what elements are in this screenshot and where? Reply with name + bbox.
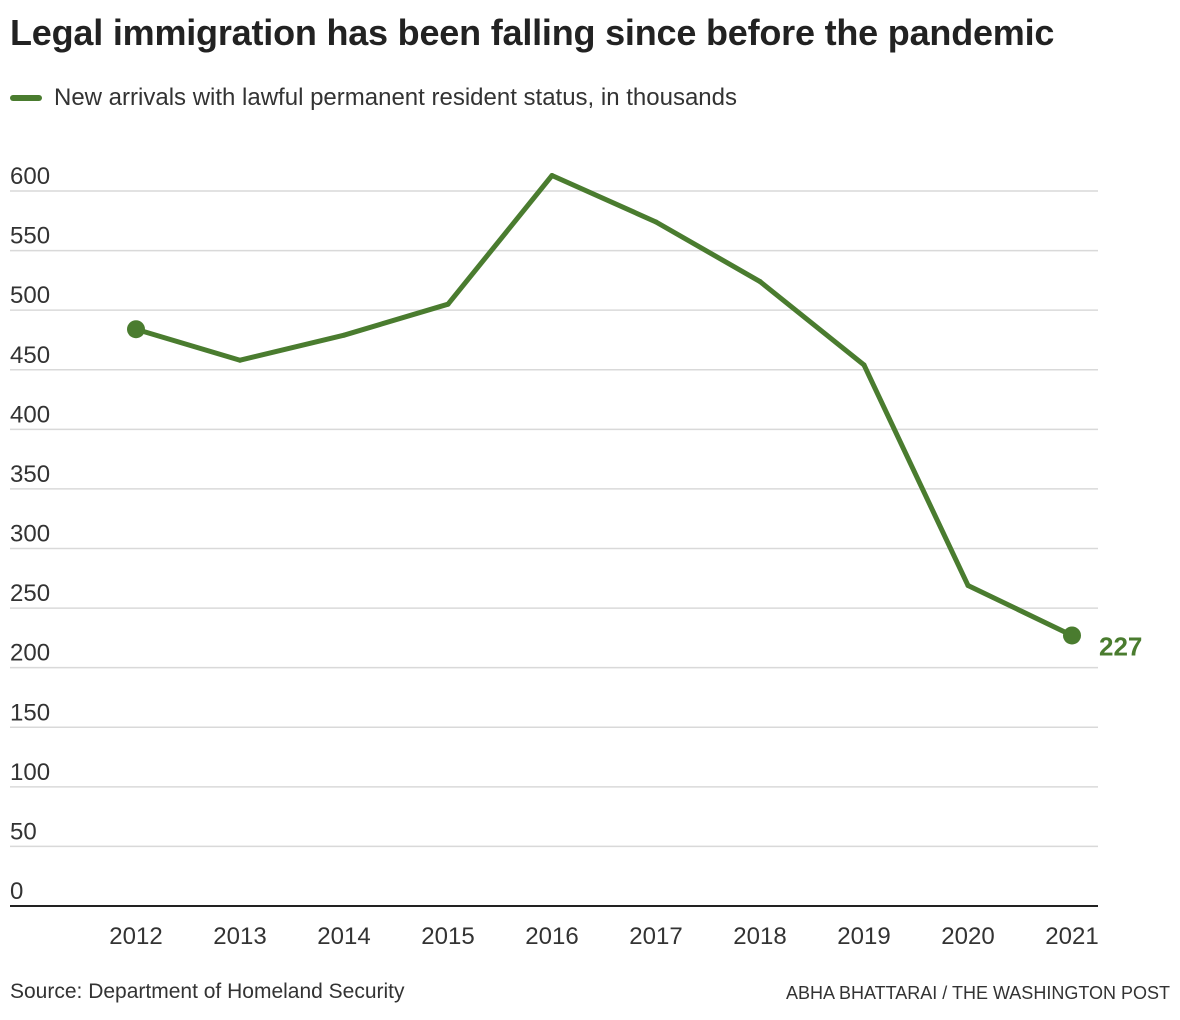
y-tick-label: 0 — [10, 878, 23, 905]
y-tick-label: 450 — [10, 342, 50, 369]
legend-swatch — [10, 95, 42, 101]
credit-line: ABHA BHATTARAI / THE WASHINGTON POST — [785, 983, 1170, 1003]
x-tick-label: 2020 — [941, 923, 994, 950]
chart-title: Legal immigration has been falling since… — [10, 12, 1055, 53]
endpoint-marker — [127, 320, 145, 339]
x-tick-label: 2015 — [421, 923, 474, 950]
data-point — [341, 332, 347, 338]
x-tick-label: 2016 — [525, 923, 578, 950]
x-tick-label: 2012 — [109, 923, 162, 950]
y-tick-label: 600 — [10, 163, 50, 190]
gridlines — [10, 190, 1098, 907]
end-value-label: 227 — [1099, 631, 1142, 661]
data-point — [549, 173, 555, 179]
endpoint-marker — [1063, 626, 1081, 645]
data-point — [757, 279, 763, 285]
y-tick-label: 300 — [10, 521, 50, 548]
y-tick-label: 500 — [10, 282, 50, 309]
source-note: Source: Department of Homeland Security — [10, 980, 405, 1003]
data-point — [965, 582, 971, 588]
data-point — [445, 301, 451, 307]
y-tick-label: 200 — [10, 640, 50, 667]
x-tick-label: 2021 — [1045, 923, 1098, 950]
x-tick-label: 2017 — [629, 923, 682, 950]
legend: New arrivals with lawful permanent resid… — [10, 82, 737, 114]
x-tick-label: 2019 — [837, 923, 890, 950]
legend-label: New arrivals with lawful permanent resid… — [54, 84, 737, 111]
series-layer: 227 — [127, 173, 1142, 661]
series-line — [133, 173, 1075, 638]
x-axis-ticks: 2012 2013 2014 2015 2016 2017 2018 2019 2020 2021 — [109, 923, 1098, 950]
x-tick-label: 2014 — [317, 923, 370, 950]
y-tick-label: 550 — [10, 223, 50, 250]
x-tick-label: 2018 — [733, 923, 786, 950]
y-tick-label: 100 — [10, 759, 50, 786]
y-tick-label: 50 — [10, 818, 37, 845]
data-point — [653, 219, 659, 225]
y-axis-ticks: 0 50 100 150 200 250 300 350 400 450 500 550 600 — [10, 163, 50, 905]
data-point — [861, 362, 867, 368]
y-tick-label: 400 — [10, 401, 50, 428]
y-tick-label: 350 — [10, 461, 50, 488]
y-tick-label: 150 — [10, 699, 50, 726]
data-point — [237, 357, 243, 363]
y-tick-label: 250 — [10, 580, 50, 607]
x-tick-label: 2013 — [213, 923, 266, 950]
